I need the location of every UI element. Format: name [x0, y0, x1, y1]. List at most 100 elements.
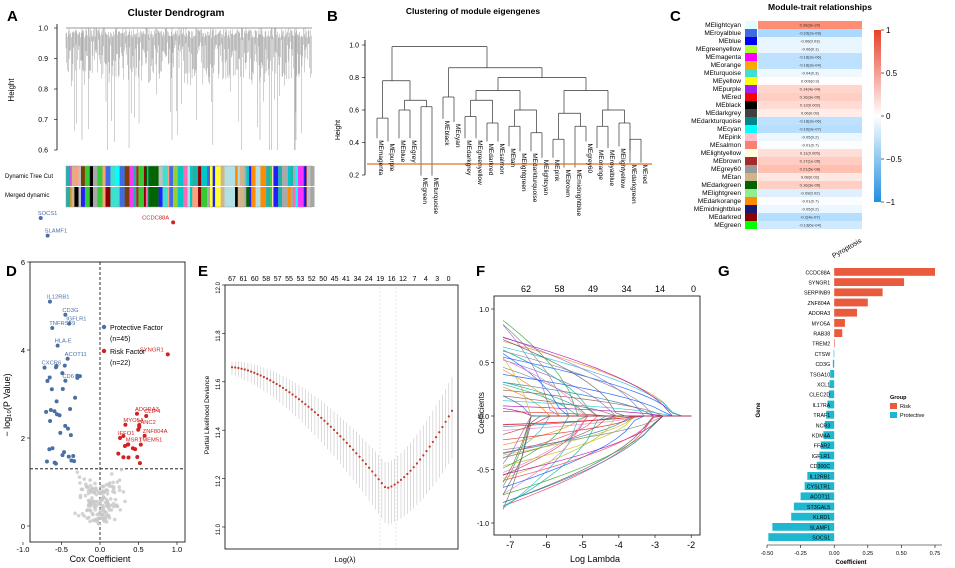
- panel-g-legend-label: Protective: [900, 413, 924, 419]
- panel-f-coef-path: [502, 415, 692, 451]
- panel-e-point: [320, 416, 323, 419]
- panel-e-axes: 11.0 11.2 11.4 11.6 11.8 12.0 67 61 60 58 57 55 53 52…: [216, 276, 451, 535]
- panel-b-leaf-label: MEgreen: [421, 178, 428, 205]
- panel-c-cell: [758, 109, 862, 117]
- panel-c-cell-text: 0.14(4e-04): [800, 87, 821, 92]
- panel-a-cut-segment: [201, 166, 208, 186]
- panel-f-ytick-label: -0.5: [477, 468, 489, 475]
- panel-d-point-risk: [125, 442, 130, 447]
- panel-d-point-ns: [108, 497, 113, 501]
- panel-g-category-label: TREM2: [812, 342, 830, 348]
- panel-c-row-label: MEgrey60: [711, 166, 741, 173]
- panel-e-point: [355, 452, 358, 455]
- panel-d-point-ns: [111, 480, 115, 485]
- panel-c-colorbar-label: 0: [886, 112, 891, 121]
- panel-c-colorbar-label: 1: [886, 26, 891, 35]
- panel-e-point: [368, 466, 371, 469]
- panel-d: D -1.0 -0.5 0.0 0.5 1.0 0 2 4 6 SOCS1 SLAMF1 IL12R…: [2, 211, 186, 564]
- panel-a-merged-segment: [97, 187, 103, 207]
- panel-g-bar: [834, 288, 883, 297]
- panel-e-top-tick: 58: [262, 276, 270, 283]
- panel-g-category-label: ACOT11: [810, 495, 830, 501]
- panel-f-coef-path: [502, 415, 692, 435]
- panel-a-merged-segment: [110, 187, 116, 207]
- panel-g-xtick-label: 0.75: [930, 551, 941, 557]
- panel-a-cut-segment: [282, 166, 289, 186]
- panel-e-point: [428, 445, 431, 448]
- panel-d-point-ns: [86, 491, 91, 496]
- panel-d-xtick-label: 0.0: [95, 545, 105, 554]
- panel-c-row-label: MEdarkgreen: [701, 182, 741, 189]
- panel-d-point-ns: [111, 501, 116, 506]
- panel-a-cut-segment: [187, 166, 191, 186]
- panel-c-cell: [758, 149, 862, 157]
- panel-c-cell: [758, 205, 862, 213]
- panel-d-point-protective: [73, 395, 78, 400]
- panel-g-category-label: IL12RB1: [810, 474, 831, 480]
- panel-e-top-tick: 41: [342, 276, 350, 283]
- panel-g-xtick-label: 0.50: [896, 551, 907, 557]
- panel-g-bar: [834, 339, 835, 348]
- panel-a-merged-segment: [290, 187, 294, 207]
- panel-g-legend-swatch: [890, 403, 897, 409]
- panel-d-point-protective: [68, 433, 73, 438]
- panel-a-cut-segment: [169, 166, 174, 186]
- panel-g-category-label: CD3G: [815, 362, 830, 368]
- panel-c-row-label: MEblack: [716, 102, 742, 109]
- panel-d-point-protective: [60, 386, 65, 391]
- panel-e-point: [364, 462, 368, 466]
- panel-a-merged-segment: [270, 187, 273, 207]
- panel-d-ytick-label: 4: [21, 346, 25, 355]
- panel-e-ytick-label: 11.2: [216, 475, 222, 487]
- panel-d-point-ns: [123, 499, 127, 504]
- panel-d-point-ns: [92, 490, 96, 495]
- panel-g-legend-swatch: [890, 412, 897, 418]
- panel-b-leaf-label: MEdarkgrey: [465, 140, 472, 176]
- panel-a-cut-segment: [235, 166, 238, 186]
- panel-b-ytick-label: 0.2: [349, 173, 359, 180]
- panel-d-point-ns: [93, 481, 97, 486]
- panel-d-point-protective: [45, 378, 50, 383]
- panel-a-cut-segment: [207, 166, 211, 186]
- panel-c-swatch: [745, 117, 757, 125]
- panel-g-bar: [832, 359, 835, 368]
- panel-a-cut-segment: [260, 166, 267, 186]
- panel-a-cut-segment: [167, 166, 170, 186]
- panel-c-row-label: MElightcyan: [705, 22, 741, 29]
- panel-g-category-label: ZNF804A: [808, 301, 831, 307]
- panel-d-point-ns: [91, 518, 95, 523]
- panel-c-row-label: MEred: [722, 94, 742, 101]
- panel-d-point-ns: [94, 486, 98, 490]
- panel-a-letter: A: [7, 8, 18, 25]
- panel-c-cell-text: 0.08(0.03): [801, 175, 820, 180]
- panel-a-cut-segment: [224, 166, 230, 186]
- panel-c-cell: [758, 101, 862, 109]
- panel-f-coef-path: [502, 358, 692, 417]
- panel-f-coef-path: [502, 374, 692, 417]
- panel-b-leaf-label: MElightyellow: [619, 148, 626, 188]
- panel-g-bar: [834, 329, 843, 337]
- panel-g-legend-title: Group: [890, 395, 907, 401]
- panel-g-category-label: TRAF1: [813, 413, 830, 419]
- panel-c-row-label: MEpurple: [713, 86, 742, 93]
- panel-b-title: Clustering of module eigengenes: [406, 6, 540, 16]
- panel-c-cell: [758, 189, 862, 197]
- panel-d-point-ns: [78, 481, 82, 485]
- panel-a-merged-segment: [162, 187, 169, 207]
- panel-e-point: [294, 395, 297, 398]
- panel-e-top-tick: 67: [228, 276, 236, 283]
- panel-a-ytick-label: 0.8: [38, 87, 48, 94]
- panel-b-leaf-label: MElightcyan: [542, 160, 549, 196]
- panel-f-xtick-label: -7: [506, 540, 514, 550]
- panel-f-axes: -7 -6 -5 -4 -3 -2 -1.0 -0.5 0.0 0.5 1.0 62 58 49 34 14 0: [477, 284, 696, 550]
- panel-c-swatch: [745, 157, 757, 165]
- panel-d-legend-protective-n: (n=45): [110, 336, 130, 343]
- panel-g-category-label: KDM4A: [812, 434, 831, 440]
- panel-e-point: [339, 435, 342, 438]
- panel-a-merged-segment: [198, 187, 202, 207]
- panel-f-letter: F: [476, 263, 485, 280]
- panel-e-ytick-label: 11.4: [216, 427, 222, 439]
- panel-a-merged-segment: [209, 187, 213, 207]
- panel-e-point: [307, 405, 310, 408]
